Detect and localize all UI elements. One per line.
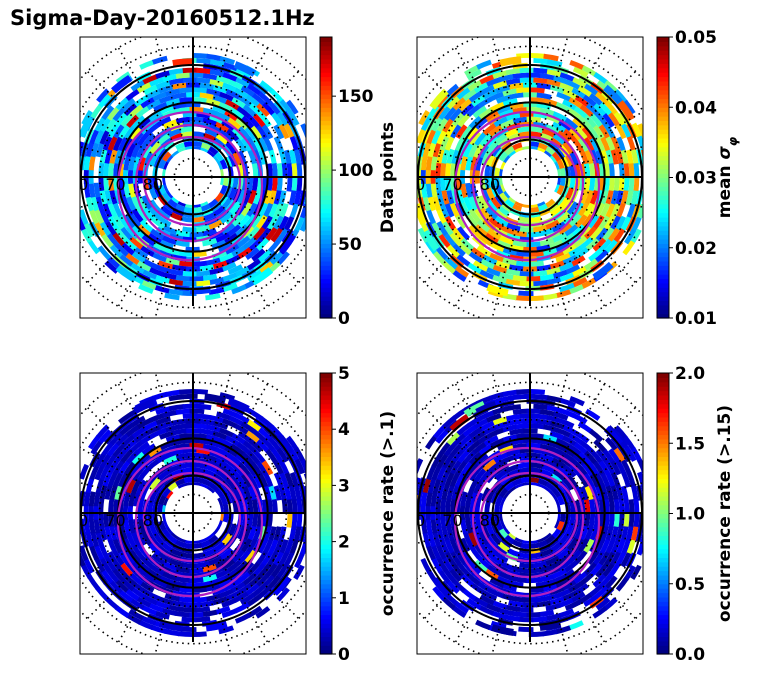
lat-labels: 60 70 80 [68, 511, 163, 530]
colorbar-tick-label: 1.0 [675, 505, 705, 525]
colorbar-tick-label: 0.05 [675, 28, 717, 48]
lat-label-70: 70 [105, 175, 125, 194]
colorbar-4: 0.0 0.5 1.0 1.5 2.0 occurrence rate (>.15) [656, 364, 735, 665]
crosshair [417, 37, 643, 306]
heatmap-bins [80, 52, 306, 301]
colorbar-label: Data points [378, 122, 398, 233]
polar-panel-3: 60 70 80 [68, 372, 307, 655]
colorbar-tick-label: 0.0 [675, 645, 705, 665]
lat-labels: 60 70 80 [68, 175, 163, 194]
colorbar-tick-label: 0 [338, 645, 350, 665]
colorbar-tick-label: 2 [338, 533, 350, 553]
colorbar-tick-label: 0 [338, 309, 350, 329]
colorbar-2: 0.01 0.02 0.03 0.04 0.05 mean σφ [656, 28, 740, 329]
colorbar-label: mean σφ [715, 136, 740, 218]
colorbar-tick-label: 4 [338, 420, 350, 440]
lat-label-70: 70 [105, 511, 125, 530]
colorbar-tick-label: 5 [338, 364, 350, 384]
colorbar-tick-label: 150 [338, 87, 374, 107]
lat-label-60: 60 [405, 175, 425, 194]
panel-frame [416, 372, 644, 655]
colorbar-label: occurrence rate (>.15) [715, 405, 735, 622]
panel-frame [79, 372, 307, 655]
colorbar-tick-label: 1 [338, 589, 350, 609]
lat-label-80: 80 [143, 175, 163, 194]
colorbar-frame [319, 36, 333, 319]
crosshair [417, 373, 643, 642]
lat-label-70: 70 [442, 511, 462, 530]
lat-label-80: 80 [143, 511, 163, 530]
colorbar-tick-label: 100 [338, 161, 374, 181]
colorbar-tick-label: 0.01 [675, 309, 717, 329]
lat-labels: 60 70 80 [405, 175, 500, 194]
colorbar-tick-label: 3 [338, 476, 350, 496]
crosshair [80, 37, 306, 306]
colorbar-tick-label: 2.0 [675, 364, 705, 384]
colorbar-3: 0 1 2 3 4 5 occurrence rate (>.1) [319, 364, 398, 665]
colorbar-tick-label: 0.02 [675, 239, 717, 259]
colorbar-tick-label: 50 [338, 235, 362, 255]
lat-label-70: 70 [442, 175, 462, 194]
panel-frame [416, 36, 644, 319]
lat-labels: 60 70 80 [405, 511, 500, 530]
lat-label-60: 60 [68, 175, 88, 194]
lat-label-60: 60 [68, 511, 88, 530]
panel-frame [79, 36, 307, 319]
colorbar-tick-label: 1.5 [675, 434, 705, 454]
crosshair [80, 373, 306, 642]
polar-panel-2: 60 70 80 [405, 36, 644, 319]
colorbar-frame [319, 372, 333, 655]
colorbar-tick-label: 0.04 [675, 98, 717, 118]
polar-panel-1: 60 70 80 [68, 36, 307, 319]
lat-label-80: 80 [480, 175, 500, 194]
colorbar-tick-label: 0.03 [675, 169, 717, 189]
colorbar-label: occurrence rate (>.1) [378, 411, 398, 616]
lat-label-60: 60 [405, 511, 425, 530]
polar-panel-4: 60 70 80 [405, 372, 644, 655]
figure-title: Sigma-Day-20160512.1Hz [10, 6, 315, 30]
colorbar-tick-label: 0.5 [675, 575, 705, 595]
lat-label-80: 80 [480, 511, 500, 530]
